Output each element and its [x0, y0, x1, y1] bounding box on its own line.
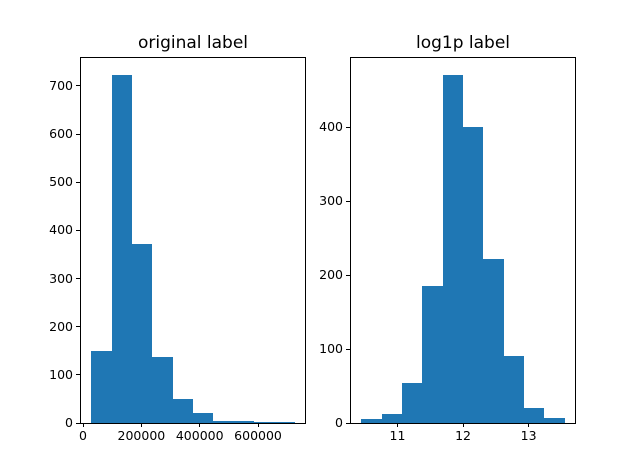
histogram-bar [442, 75, 463, 423]
x-tick-mark [82, 423, 84, 427]
y-tick-mark [346, 422, 350, 424]
x-tick-mark [396, 423, 398, 427]
histogram-bar [381, 414, 402, 423]
y-tick-label: 300 [319, 192, 343, 208]
x-tick-mark [199, 423, 201, 427]
histogram-bar [91, 350, 112, 423]
plot-area-original-label: 0 200000 400000 600000 0 100 200 300 400 500 600 70… [49, 58, 305, 442]
x-tick-label: 0 [79, 428, 88, 443]
y-tick-label: 300 [49, 270, 73, 286]
y-tick-label: 200 [319, 266, 343, 282]
y-tick-label: 100 [319, 340, 343, 356]
y-tick-label: 400 [319, 118, 343, 134]
x-tick-mark [462, 423, 464, 427]
histogram-bar [401, 383, 423, 423]
histogram-bar [503, 356, 525, 423]
y-tick-mark [346, 274, 350, 276]
x-tick-label: 200000 [117, 428, 166, 443]
x-tick-mark [140, 423, 142, 427]
subplot-title-original-label: original label [137, 33, 249, 53]
y-tick-mark [76, 85, 80, 87]
histogram-bar [422, 286, 443, 423]
histogram-bar [524, 408, 545, 423]
y-tick-mark [76, 374, 80, 376]
y-tick-label: 700 [49, 77, 73, 93]
histogram-bar [213, 421, 234, 423]
histogram-bar [172, 398, 193, 423]
y-tick-mark [76, 133, 80, 135]
histogram-bar [131, 244, 153, 423]
histogram-bar [483, 258, 504, 423]
y-tick-label: 0 [335, 414, 343, 430]
y-tick-label: 600 [49, 125, 73, 141]
histogram-bar [254, 422, 275, 423]
histogram-bar [193, 413, 214, 423]
y-tick-label: 100 [49, 366, 73, 382]
y-tick-mark [76, 326, 80, 328]
y-tick-mark [76, 229, 80, 231]
y-tick-mark [76, 181, 80, 183]
histogram-bar [463, 127, 484, 423]
y-tick-mark [76, 422, 80, 424]
y-tick-label: 200 [49, 318, 73, 334]
y-tick-mark [76, 278, 80, 280]
histogram-bar [233, 421, 255, 423]
x-tick-mark [257, 423, 259, 427]
x-tick-label: 600000 [234, 428, 282, 443]
y-tick-label: 400 [49, 222, 73, 238]
y-tick-mark [346, 200, 350, 202]
histogram-bar [111, 75, 132, 423]
histogram-bar [361, 418, 382, 423]
y-tick-mark [346, 126, 350, 128]
x-tick-label: 13 [520, 428, 537, 443]
x-tick-label: 400000 [175, 428, 224, 443]
y-tick-mark [346, 348, 350, 350]
y-tick-label: 500 [49, 174, 73, 190]
x-tick-mark [528, 423, 530, 427]
axes-log1p-label: log1p label 11 12 13 0 100 200 300 400 [319, 35, 576, 442]
histogram-bar [274, 422, 295, 423]
histogram-bar [544, 417, 565, 423]
axes-original-label: original label 0 200000 400000 600000 0 100 20… [49, 35, 306, 442]
histogram-bar [152, 357, 173, 423]
x-tick-label: 11 [389, 428, 406, 443]
y-tick-label: 0 [65, 414, 73, 430]
x-tick-label: 12 [455, 428, 472, 443]
subplot-title-log1p-label: log1p label [415, 33, 511, 53]
plot-area-log1p-label: 11 12 13 0 100 200 300 400 [319, 58, 575, 442]
